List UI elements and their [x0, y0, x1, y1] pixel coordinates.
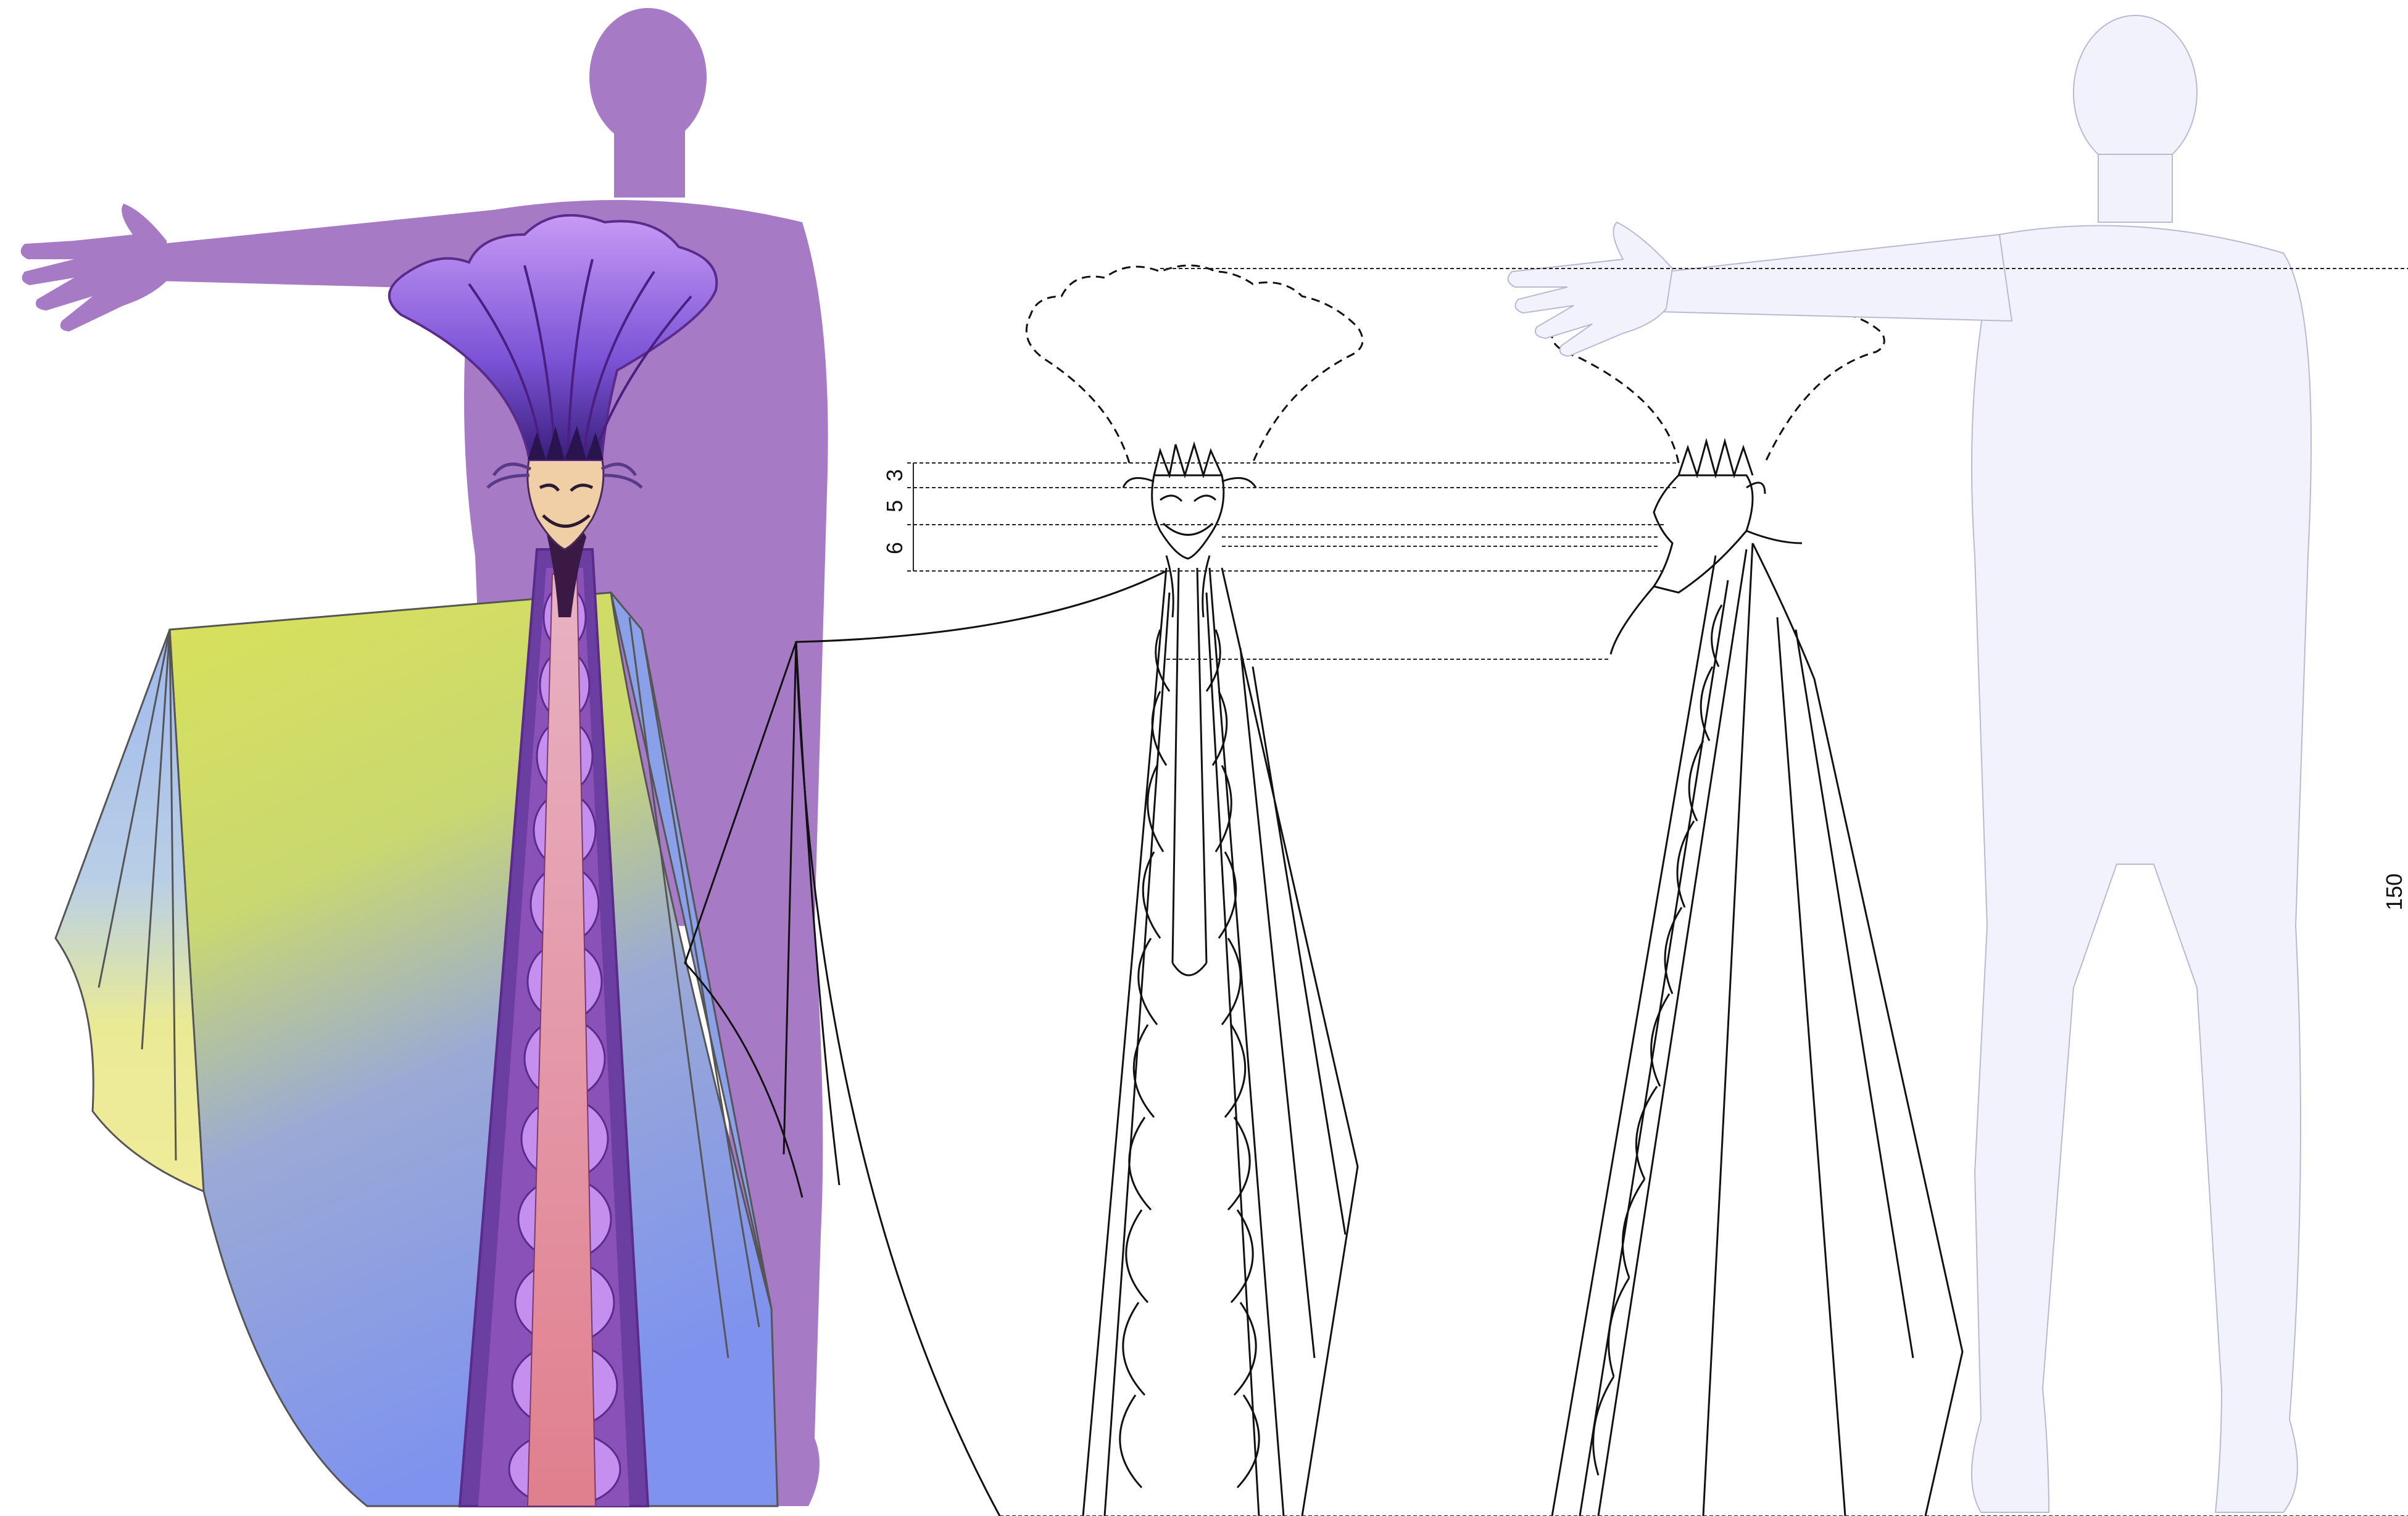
dim-label-segment-2: 5 — [882, 500, 907, 512]
whiskers — [486, 462, 643, 489]
side-robe-outline — [1551, 543, 1754, 1516]
reference-human-silhouette — [1507, 15, 2312, 1513]
front-line-drawing — [684, 264, 1364, 1516]
cape-right-folds — [610, 592, 773, 1309]
dim-label-segment-1: 3 — [882, 469, 907, 481]
dimension-lines — [907, 268, 2408, 660]
dim-label-total-height: 150 — [2381, 873, 2407, 910]
colored-costume-view — [20, 8, 828, 1507]
robe-scallop-lines — [1119, 629, 1260, 1489]
dim-label-segment-3: 6 — [882, 542, 907, 554]
side-face-outline — [1652, 474, 1754, 594]
side-scallop-lines — [1592, 604, 1723, 1476]
robe-outline — [1082, 567, 1285, 1516]
dimension-ticks — [913, 463, 2408, 1516]
cape-left-flap — [54, 629, 205, 1193]
headdress-outline-dashed — [1025, 264, 1364, 464]
face-outline — [1151, 474, 1225, 560]
face — [526, 456, 605, 551]
dimension-labels: 3 5 6 150 — [882, 469, 2407, 910]
feather-headdress — [388, 214, 718, 461]
